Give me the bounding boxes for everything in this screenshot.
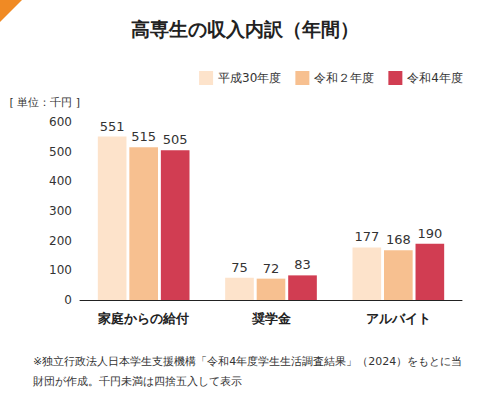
svg-text:アルバイト: アルバイト xyxy=(366,311,431,326)
svg-text:高専生の収入内訳（年間）: 高専生の収入内訳（年間） xyxy=(131,18,359,40)
svg-text:505: 505 xyxy=(163,132,188,147)
svg-text:500: 500 xyxy=(49,145,72,159)
svg-text:令和２年度: 令和２年度 xyxy=(314,71,374,85)
svg-text:平成30年度: 平成30年度 xyxy=(218,71,281,85)
svg-text:83: 83 xyxy=(294,257,311,272)
svg-text:[ 単位：千円 ]: [ 単位：千円 ] xyxy=(9,96,80,109)
svg-text:515: 515 xyxy=(131,129,156,144)
svg-text:177: 177 xyxy=(354,229,379,244)
svg-text:400: 400 xyxy=(49,174,72,188)
svg-text:200: 200 xyxy=(49,234,72,248)
svg-text:300: 300 xyxy=(49,204,72,218)
svg-text:0: 0 xyxy=(64,293,72,307)
svg-text:令和4年度: 令和4年度 xyxy=(407,71,463,85)
svg-text:72: 72 xyxy=(263,261,280,276)
svg-text:奨学金: 奨学金 xyxy=(251,311,292,326)
svg-text:168: 168 xyxy=(386,232,411,247)
svg-text:家庭からの給付: 家庭からの給付 xyxy=(97,311,189,326)
svg-text:※独立行政法人日本学生支援機構「令和4年度学生生活調査結果」: ※独立行政法人日本学生支援機構「令和4年度学生生活調査結果」（2024）をもとに… xyxy=(33,355,462,368)
svg-text:100: 100 xyxy=(49,263,72,277)
svg-text:551: 551 xyxy=(100,119,125,134)
svg-text:190: 190 xyxy=(417,226,442,241)
svg-text:財団が作成。千円未満は四捨五入して表示: 財団が作成。千円未満は四捨五入して表示 xyxy=(33,375,242,388)
svg-text:600: 600 xyxy=(49,115,72,129)
svg-text:75: 75 xyxy=(231,260,248,275)
